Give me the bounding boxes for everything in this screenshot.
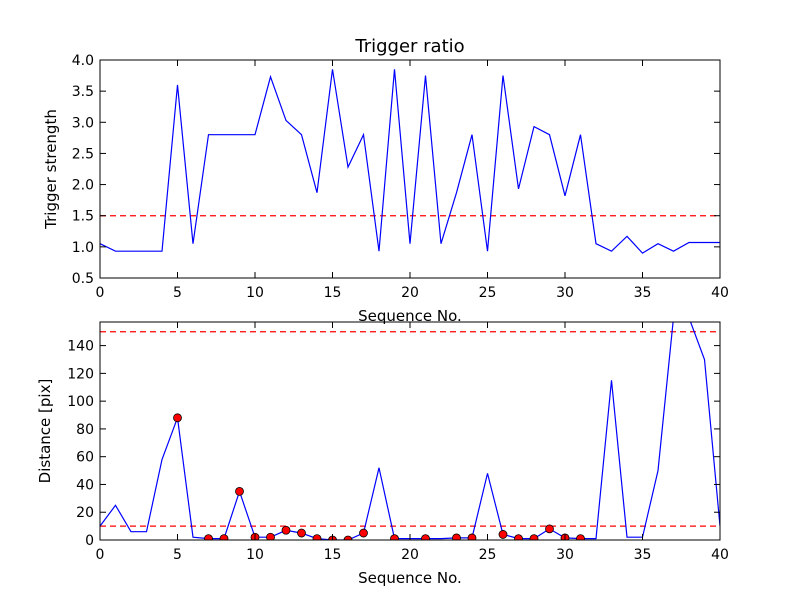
y-tick-label: 140 — [67, 339, 94, 355]
y-tick-label: 3.5 — [72, 84, 94, 100]
data-point-marker — [498, 530, 508, 539]
x-tick-label: 10 — [246, 547, 264, 563]
x-tick-label: 40 — [711, 285, 729, 301]
data-point-marker — [545, 524, 554, 534]
x-tick-label: 20 — [401, 547, 419, 563]
y-axis-label: Trigger strength — [42, 109, 60, 230]
x-tick-label: 0 — [96, 285, 105, 301]
data-point-marker — [421, 534, 430, 540]
x-tick-label: 40 — [711, 547, 729, 563]
y-tick-label: 2.0 — [72, 178, 94, 194]
data-point-marker — [467, 533, 477, 540]
data-point-marker — [312, 534, 322, 540]
data-point-marker — [452, 533, 461, 540]
data-point-marker — [204, 534, 213, 540]
data-point-marker — [219, 534, 229, 540]
y-tick-label: 80 — [76, 422, 94, 438]
x-tick-label: 25 — [479, 285, 497, 301]
y-axis-label: Distance [pix] — [36, 379, 54, 484]
data-point-marker — [390, 534, 399, 540]
data-point-marker — [529, 534, 539, 540]
distance-panel: 0 5 10 15 20 25 30 35 40 0 20 40 60 80 100 120 140 Sequen… — [36, 321, 729, 587]
data-point-marker — [281, 525, 291, 535]
data-point-marker — [343, 535, 353, 540]
trigger-ratio-panel: 0 5 10 15 20 25 30 35 40 0.5 1.0 1.5 2.0 2.5 3.0 3.5 4.0… — [42, 36, 729, 325]
plot-area — [100, 322, 720, 540]
y-tick-label: 20 — [76, 505, 94, 521]
data-point-marker — [235, 487, 244, 496]
y-tick-label: 4.0 — [72, 53, 94, 69]
x-tick-label: 0 — [96, 547, 105, 563]
x-tick-label: 35 — [634, 285, 652, 301]
y-tick-label: 0 — [85, 533, 94, 549]
data-point-marker — [173, 413, 182, 423]
x-tick-label: 35 — [634, 547, 652, 563]
x-tick-label: 5 — [173, 285, 182, 301]
y-tick-label: 60 — [76, 450, 94, 466]
x-tick-label: 10 — [246, 285, 264, 301]
series-line — [100, 69, 720, 254]
y-tick-label: 3.0 — [72, 115, 94, 131]
data-point-marker — [514, 534, 523, 540]
data-point-marker — [266, 532, 275, 540]
x-tick-label: 20 — [401, 285, 419, 301]
x-tick-label: 30 — [556, 547, 574, 563]
x-tick-label: 25 — [479, 547, 497, 563]
x-axis-label: Sequence No. — [358, 569, 462, 587]
y-tick-label: 120 — [67, 366, 94, 382]
y-tick-label: 1.5 — [72, 209, 94, 225]
plot-area — [100, 69, 720, 254]
y-tick-label: 0.5 — [72, 271, 94, 287]
x-axis-label: Sequence No. — [358, 307, 462, 325]
data-point-marker — [297, 528, 306, 538]
x-tick-label: 30 — [556, 285, 574, 301]
y-tick-label: 2.5 — [72, 146, 94, 162]
y-tick-label: 100 — [67, 394, 94, 410]
chart-title: Trigger ratio — [354, 36, 464, 57]
x-tick-label: 5 — [173, 547, 182, 563]
x-tick-label: 15 — [324, 547, 342, 563]
y-tick-label: 40 — [76, 477, 94, 493]
y-tick-label: 1.0 — [72, 240, 94, 256]
data-point-marker — [576, 534, 585, 540]
x-tick-label: 15 — [324, 285, 342, 301]
data-point-marker — [359, 528, 368, 538]
